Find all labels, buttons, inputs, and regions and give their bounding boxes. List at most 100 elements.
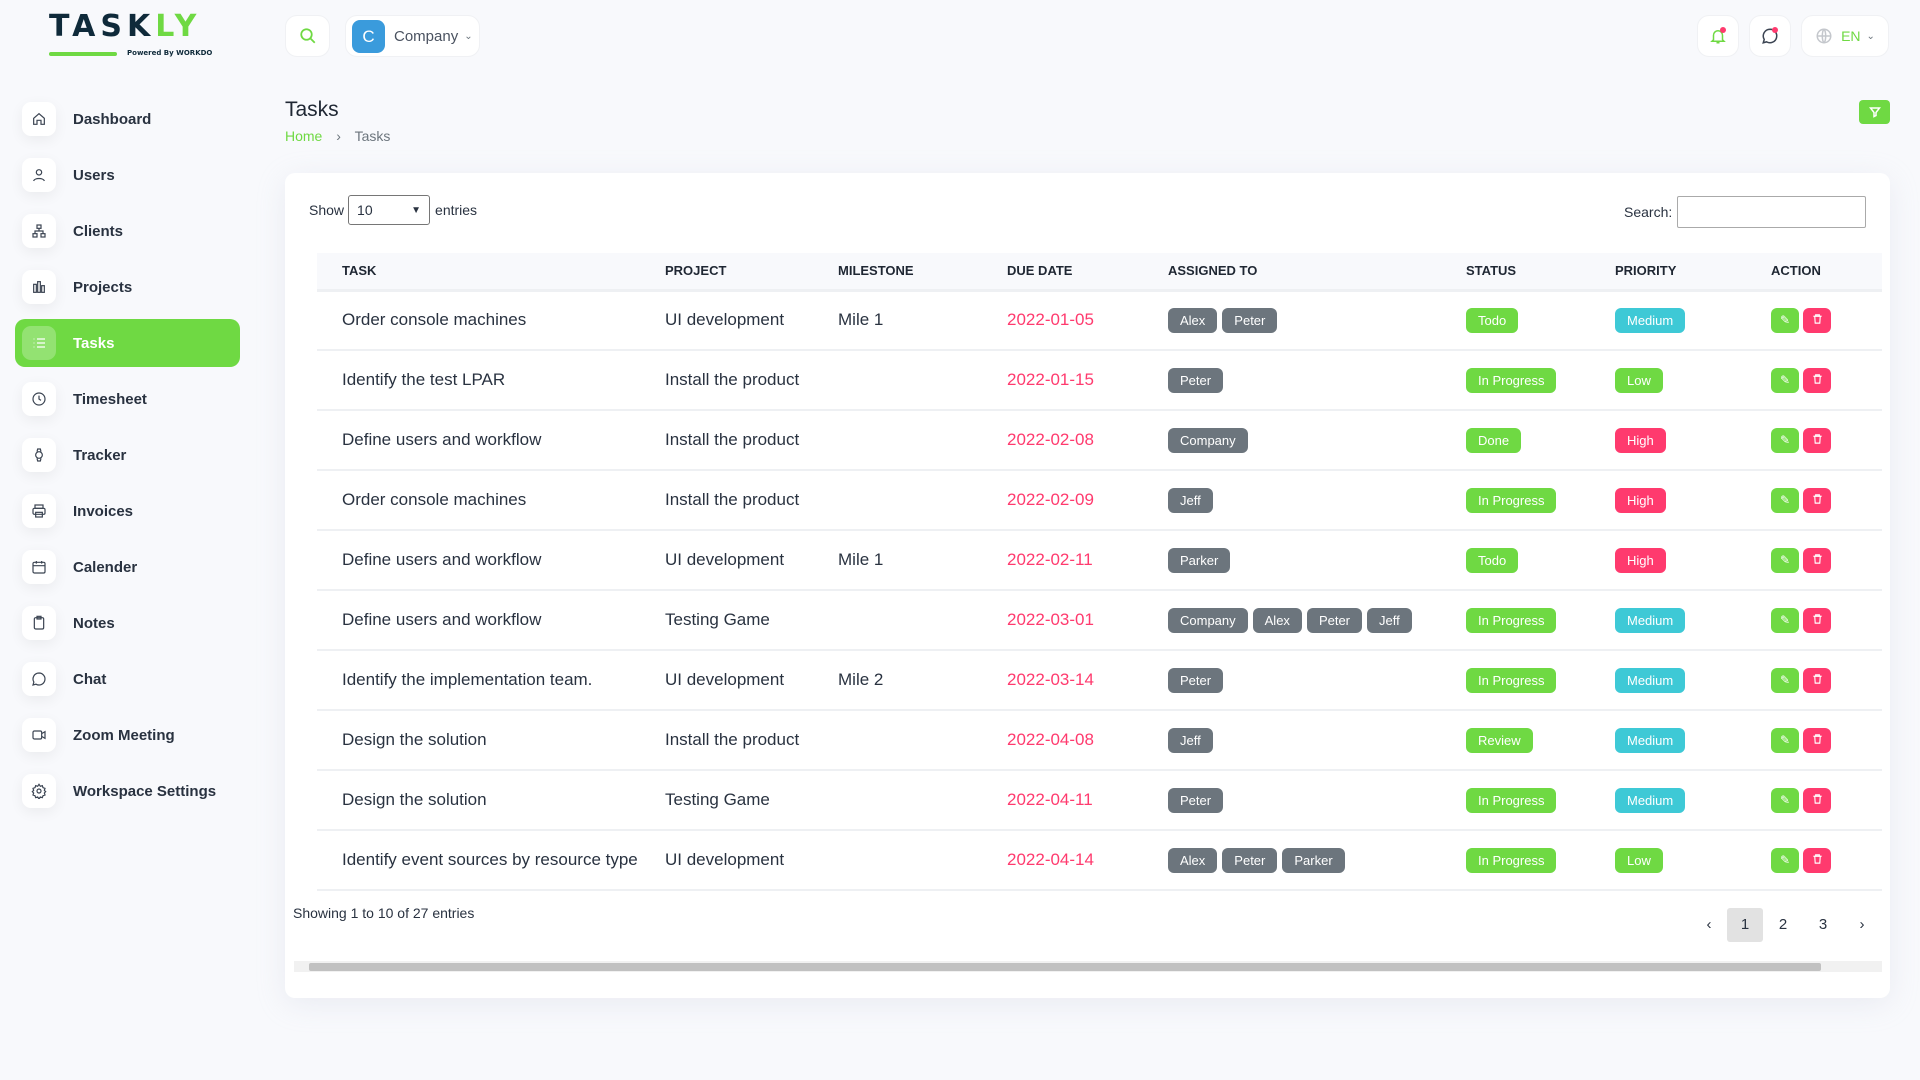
- column-header-status[interactable]: STATUS: [1466, 253, 1615, 292]
- column-header-due-date[interactable]: DUE DATE: [1007, 253, 1168, 292]
- task-name[interactable]: Design the solution: [317, 710, 665, 771]
- edit-button[interactable]: ✎: [1771, 727, 1799, 753]
- sidebar-item-zoom-meeting[interactable]: Zoom Meeting: [15, 711, 240, 759]
- assignee-badge: Peter: [1168, 367, 1224, 393]
- trash-icon: [1812, 314, 1822, 324]
- milestone: [838, 410, 1007, 471]
- printer-icon: [22, 494, 56, 528]
- edit-button[interactable]: ✎: [1771, 367, 1799, 393]
- sidebar-item-invoices[interactable]: Invoices: [15, 487, 240, 535]
- calendar-icon: [22, 550, 56, 584]
- sidebar-item-label: Calender: [73, 558, 138, 576]
- sidebar-item-label: Workspace Settings: [73, 782, 217, 800]
- trash-icon: [1812, 853, 1822, 864]
- search-button[interactable]: [285, 15, 330, 57]
- sidebar-item-tasks[interactable]: Tasks: [15, 319, 240, 367]
- prev-page-button[interactable]: ‹: [1706, 916, 1712, 933]
- status-badge: In Progress: [1466, 847, 1557, 873]
- user-icon: [22, 158, 56, 192]
- task-name[interactable]: Order console machines: [317, 290, 665, 351]
- column-header-priority[interactable]: PRIORITY: [1615, 253, 1771, 292]
- column-header-milestone[interactable]: MILESTONE: [838, 253, 1007, 292]
- table-row: Define users and workflow Install the pro…: [317, 410, 1882, 471]
- task-name[interactable]: Define users and workflow: [317, 530, 665, 591]
- assigned-to: Company: [1168, 410, 1466, 471]
- milestone: Mile 1: [838, 530, 1007, 591]
- taskly-logo[interactable]: TASKLY Powered By WORKDO: [49, 12, 219, 62]
- task-name[interactable]: Identify the implementation team.: [317, 650, 665, 711]
- edit-button[interactable]: ✎: [1771, 547, 1799, 573]
- entries-select[interactable]: 10 ▼: [348, 195, 431, 225]
- priority-cell: Medium: [1615, 590, 1771, 651]
- assignee-badge: Peter: [1222, 307, 1278, 333]
- task-name[interactable]: Identify event sources by resource type: [317, 830, 665, 891]
- company-switcher[interactable]: C Company ⌄: [345, 15, 480, 57]
- sidebar-item-users[interactable]: Users: [15, 151, 240, 199]
- pencil-icon: ✎: [1779, 672, 1791, 687]
- next-page-button[interactable]: ›: [1859, 916, 1865, 933]
- filter-button[interactable]: [1859, 100, 1890, 124]
- sidebar-item-chat[interactable]: Chat: [15, 655, 240, 703]
- delete-button[interactable]: [1803, 607, 1831, 633]
- milestone: [838, 830, 1007, 891]
- tasks-table: TASK PROJECT MILESTONE DUE DATE ASSIGNED TO S…: [317, 253, 1882, 891]
- message-icon: [22, 662, 56, 696]
- sidebar-item-timesheet[interactable]: Timesheet: [15, 375, 240, 423]
- table-info: Showing 1 to 10 of 27 entries: [293, 905, 475, 921]
- scrollbar-thumb[interactable]: [309, 963, 1821, 971]
- page-2-button[interactable]: 2: [1778, 916, 1788, 933]
- sidebar-item-workspace-settings[interactable]: Workspace Settings: [15, 767, 240, 815]
- page-3-button[interactable]: 3: [1818, 916, 1828, 933]
- task-name[interactable]: Define users and workflow: [317, 590, 665, 651]
- delete-button[interactable]: [1803, 427, 1831, 453]
- column-header-assigned-to[interactable]: ASSIGNED TO: [1168, 253, 1466, 292]
- edit-button[interactable]: ✎: [1771, 607, 1799, 633]
- status-badge: In Progress: [1466, 787, 1557, 813]
- delete-button[interactable]: [1803, 547, 1831, 573]
- delete-button[interactable]: [1803, 487, 1831, 513]
- delete-button[interactable]: [1803, 367, 1831, 393]
- breadcrumb-home[interactable]: Home: [285, 128, 323, 144]
- column-header-task[interactable]: TASK: [317, 253, 665, 292]
- delete-button[interactable]: [1803, 727, 1831, 753]
- sidebar-item-tracker[interactable]: Tracker: [15, 431, 240, 479]
- pencil-icon: ✎: [1779, 432, 1791, 447]
- search-input[interactable]: [1677, 196, 1867, 228]
- sidebar-item-clients[interactable]: Clients: [15, 207, 240, 255]
- status-cell: In Progress: [1466, 770, 1615, 831]
- horizontal-scrollbar[interactable]: [294, 961, 1882, 972]
- chevron-down-icon: ▼: [411, 204, 422, 216]
- sidebar-item-calender[interactable]: Calender: [15, 543, 240, 591]
- priority-badge: Medium: [1615, 787, 1686, 813]
- sidebar-item-dashboard[interactable]: Dashboard: [15, 95, 240, 143]
- breadcrumb-separator: ›: [336, 128, 341, 144]
- edit-button[interactable]: ✎: [1771, 307, 1799, 333]
- delete-button[interactable]: [1803, 847, 1831, 873]
- sidebar-item-projects[interactable]: Projects: [15, 263, 240, 311]
- edit-button[interactable]: ✎: [1771, 667, 1799, 693]
- delete-button[interactable]: [1803, 307, 1831, 333]
- assigned-to: Jeff: [1168, 710, 1466, 771]
- messages-button[interactable]: [1749, 15, 1791, 57]
- task-name[interactable]: Order console machines: [317, 470, 665, 531]
- action-cell: ✎: [1771, 290, 1882, 351]
- edit-button[interactable]: ✎: [1771, 847, 1799, 873]
- sidebar-item-notes[interactable]: Notes: [15, 599, 240, 647]
- priority-badge: High: [1615, 487, 1666, 513]
- page-1-button[interactable]: 1: [1727, 908, 1763, 942]
- priority-badge: Medium: [1615, 307, 1686, 333]
- task-name[interactable]: Identify the test LPAR: [317, 350, 665, 411]
- edit-button[interactable]: ✎: [1771, 487, 1799, 513]
- task-name[interactable]: Define users and workflow: [317, 410, 665, 471]
- notifications-button[interactable]: [1697, 15, 1739, 57]
- task-name[interactable]: Design the solution: [317, 770, 665, 831]
- edit-button[interactable]: ✎: [1771, 787, 1799, 813]
- language-dropdown[interactable]: EN ⌄: [1801, 15, 1889, 57]
- table-row: Identify the implementation team. UI deve…: [317, 650, 1882, 711]
- edit-button[interactable]: ✎: [1771, 427, 1799, 453]
- delete-button[interactable]: [1803, 787, 1831, 813]
- assignee-badge: Alex: [1252, 607, 1302, 633]
- column-header-project[interactable]: PROJECT: [665, 253, 838, 292]
- delete-button[interactable]: [1803, 667, 1831, 693]
- column-header-action[interactable]: ACTION: [1771, 253, 1882, 292]
